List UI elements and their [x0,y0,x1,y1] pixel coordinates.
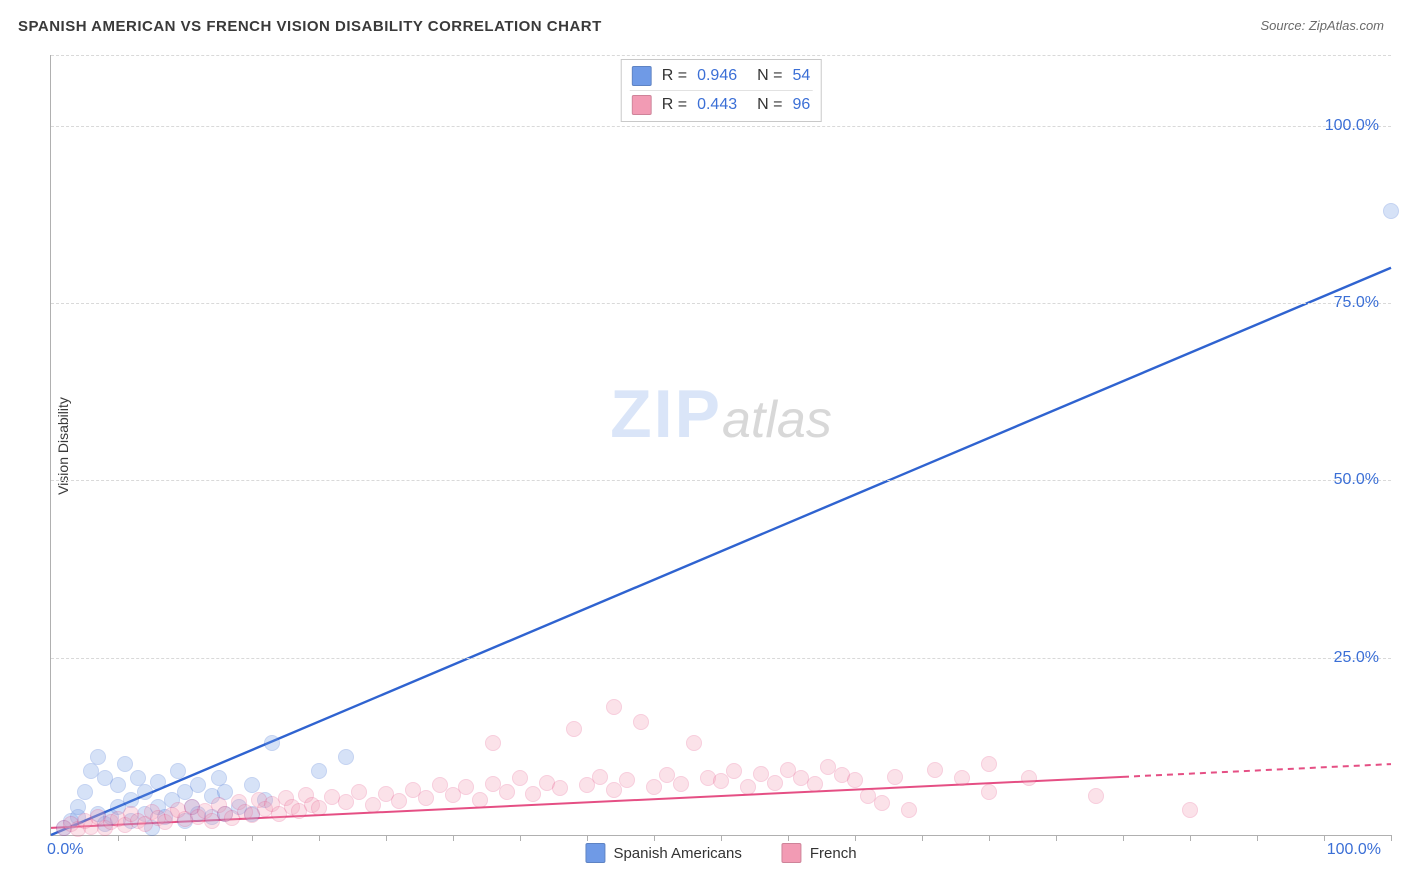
x-tick [788,835,789,841]
gridline [51,126,1391,127]
data-point [1383,203,1399,219]
trend-lines-layer [51,55,1391,835]
data-point [686,735,702,751]
gridline [51,303,1391,304]
source-attribution: Source: ZipAtlas.com [1260,18,1384,33]
data-point [311,800,327,816]
x-tick [922,835,923,841]
data-point [365,797,381,813]
data-point [874,795,890,811]
gridline [51,480,1391,481]
data-point [311,763,327,779]
x-tick [118,835,119,841]
legend-label-spanish: Spanish Americans [613,845,741,862]
data-point [619,772,635,788]
data-point [1088,788,1104,804]
x-tick [386,835,387,841]
data-point [633,714,649,730]
data-point [512,770,528,786]
data-point [646,779,662,795]
x-tick [252,835,253,841]
gridline [51,55,1391,56]
data-point [552,780,568,796]
x-tick [1123,835,1124,841]
data-point [351,784,367,800]
data-point [264,735,280,751]
trend-line [51,268,1391,835]
data-point [499,784,515,800]
legend-item-spanish: Spanish Americans [585,843,741,863]
data-point [472,792,488,808]
data-point [338,794,354,810]
legend-item-french: French [782,843,857,863]
x-tick [185,835,186,841]
x-tick [520,835,521,841]
x-axis-max-label: 100.0% [1327,841,1381,859]
data-point [1021,770,1037,786]
y-tick-label: 75.0% [1334,294,1379,312]
bottom-legend: Spanish Americans French [585,843,856,863]
data-point [927,762,943,778]
data-point [954,770,970,786]
data-point [807,776,823,792]
x-tick [587,835,588,841]
trend-line [1123,764,1391,777]
swatch-french [782,843,802,863]
x-axis-origin-label: 0.0% [47,841,83,859]
data-point [981,784,997,800]
data-point [606,782,622,798]
data-point [170,763,186,779]
data-point [901,802,917,818]
data-point [485,735,501,751]
x-tick [1324,835,1325,841]
x-tick [721,835,722,841]
x-tick [989,835,990,841]
gridline [51,658,1391,659]
y-tick-label: 25.0% [1334,649,1379,667]
data-point [150,774,166,790]
data-point [847,772,863,788]
legend-label-french: French [810,845,857,862]
data-point [673,776,689,792]
data-point [1182,802,1198,818]
x-tick [855,835,856,841]
x-tick [1190,835,1191,841]
data-point [887,769,903,785]
y-tick-label: 50.0% [1334,471,1379,489]
data-point [566,721,582,737]
x-tick [1056,835,1057,841]
data-point [981,756,997,772]
x-tick [1391,835,1392,841]
chart-plot-area: ZIPatlas R = 0.946 N = 54 R = 0.443 N = … [50,55,1391,836]
data-point [391,793,407,809]
data-point [117,756,133,772]
x-tick [453,835,454,841]
data-point [338,749,354,765]
data-point [767,775,783,791]
data-point [525,786,541,802]
swatch-spanish [585,843,605,863]
data-point [458,779,474,795]
data-point [77,784,93,800]
data-point [110,777,126,793]
data-point [137,784,153,800]
data-point [592,769,608,785]
data-point [713,773,729,789]
data-point [740,779,756,795]
y-tick-label: 100.0% [1325,117,1379,135]
x-tick [319,835,320,841]
data-point [726,763,742,779]
data-point [90,749,106,765]
x-tick [654,835,655,841]
chart-title: SPANISH AMERICAN VS FRENCH VISION DISABI… [18,18,602,35]
data-point [606,699,622,715]
x-tick [1257,835,1258,841]
data-point [418,790,434,806]
